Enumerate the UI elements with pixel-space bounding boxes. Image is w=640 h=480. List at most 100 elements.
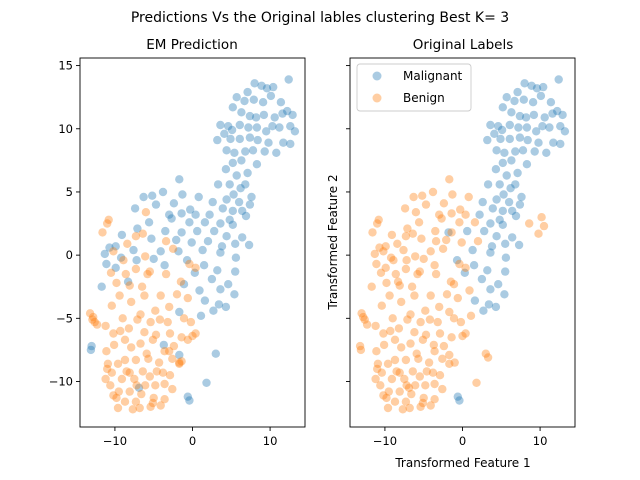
scatter-point-malignant — [257, 81, 266, 91]
scatter-point-benign — [439, 341, 449, 351]
scatter-point-malignant — [542, 148, 551, 157]
scatter-point-malignant — [286, 139, 295, 149]
scatter-point-benign — [525, 219, 534, 228]
x-axis-label: Transformed Feature 1 — [394, 456, 530, 470]
scatter-point-benign — [140, 328, 149, 337]
scatter-point-benign — [377, 301, 386, 310]
scatter-point-malignant — [266, 91, 276, 101]
scatter-point-benign — [411, 381, 420, 390]
scatter-point-malignant — [232, 171, 241, 180]
scatter-point-malignant — [515, 133, 525, 142]
scatter-point-benign — [419, 254, 428, 264]
scatter-point-benign — [151, 381, 160, 390]
scatter-point-benign — [418, 398, 428, 408]
scatter-point-benign — [453, 293, 462, 303]
scatter-point-malignant — [243, 87, 252, 97]
scatter-point-malignant — [129, 245, 138, 255]
scatter-point-benign — [393, 277, 403, 286]
axes-frame — [79, 57, 306, 428]
scatter-point-benign — [168, 354, 177, 363]
scatter-point-malignant — [193, 226, 202, 236]
scatter-point-benign — [435, 210, 444, 219]
scatter-point-malignant — [185, 396, 194, 405]
scatter-point-malignant — [160, 261, 169, 270]
scatter-point-benign — [419, 393, 428, 403]
scatter-point-benign — [433, 317, 442, 327]
scatter-point-benign — [360, 315, 369, 324]
scatter-point-malignant — [469, 261, 479, 270]
ticks-layer: −10 0 10 — [346, 65, 547, 448]
scatter-point-benign — [113, 359, 123, 368]
scatter-point-malignant — [514, 240, 524, 250]
scatter-point-benign — [107, 301, 117, 310]
scatter-point-benign — [141, 208, 151, 217]
scatter-point-benign — [379, 340, 389, 350]
scatter-point-benign — [104, 215, 113, 224]
scatter-point-benign — [375, 243, 384, 252]
scatter-point-benign — [89, 312, 98, 322]
scatter-point-malignant — [165, 210, 174, 219]
scatter-point-benign — [390, 397, 400, 406]
scatter-point-benign — [165, 347, 174, 356]
scatter-point-benign — [376, 268, 386, 277]
scatter-point-malignant — [105, 243, 114, 252]
scatter-point-malignant — [205, 210, 214, 219]
scatter-point-malignant — [252, 123, 262, 132]
scatter-point-malignant — [222, 232, 231, 241]
scatter-point-malignant — [444, 228, 453, 237]
scatter-point-benign — [435, 329, 445, 338]
scatter-point-malignant — [468, 245, 477, 255]
scatter-point-malignant — [540, 113, 549, 122]
scatter-point-benign — [428, 368, 438, 377]
scatter-point-benign — [109, 340, 119, 350]
panel-title: EM Prediction — [146, 37, 238, 53]
scatter-point-benign — [410, 328, 419, 337]
scatter-point-benign — [450, 358, 459, 367]
scatter-point-benign — [399, 245, 408, 255]
scatter-point-malignant — [279, 138, 288, 147]
scatter-point-malignant — [513, 87, 522, 97]
scatter-point-benign — [430, 347, 439, 356]
scatter-point-benign — [421, 306, 430, 315]
scatter-point-benign — [109, 329, 118, 338]
scatter-point-malignant — [247, 192, 256, 202]
scatter-point-malignant — [175, 175, 184, 184]
scatter-point-benign — [177, 333, 186, 342]
scatter-point-benign — [367, 282, 376, 291]
scatter-point-benign — [154, 358, 164, 367]
scatter-point-benign — [407, 282, 417, 291]
scatter-point-benign — [119, 256, 128, 265]
scatter-point-benign — [426, 291, 435, 300]
scatter-point-malignant — [259, 110, 269, 120]
scatter-point-malignant — [522, 160, 532, 169]
scatter-point-benign — [418, 335, 428, 344]
scatter-point-benign — [92, 320, 102, 329]
scatter-point-malignant — [241, 211, 251, 221]
scatter-point-benign — [483, 353, 493, 362]
scatter-point-malignant — [278, 109, 287, 118]
scatter-point-benign — [101, 321, 110, 331]
ticks-layer: −10 0 10 −10 −5 0 5 10 15 — [49, 59, 278, 448]
scatter-point-malignant — [529, 110, 539, 120]
scatter-point-benign — [372, 259, 381, 269]
scatter-point-malignant — [521, 113, 531, 122]
scatter-point-malignant — [284, 75, 293, 84]
scatter-point-benign — [446, 277, 456, 286]
scatter-point-malignant — [497, 125, 507, 135]
scatter-point-benign — [421, 330, 431, 339]
scatter-point-malignant — [505, 134, 514, 144]
scatter-point-malignant — [175, 307, 184, 317]
scatter-point-benign — [438, 384, 447, 394]
scatter-point-benign — [388, 314, 397, 323]
scatter-point-benign — [143, 269, 152, 279]
scatter-point-benign — [390, 335, 400, 344]
scatter-point-benign — [397, 343, 406, 352]
y-tick-label: 15 — [58, 59, 73, 73]
scatter-point-benign — [411, 208, 421, 217]
scatter-point-malignant — [149, 254, 158, 264]
scatter-point-benign — [465, 286, 474, 295]
scatter-point-benign — [455, 259, 464, 269]
scatter-point-malignant — [490, 129, 499, 138]
scatter-point-benign — [160, 379, 169, 389]
scatter-point-benign — [163, 317, 172, 327]
